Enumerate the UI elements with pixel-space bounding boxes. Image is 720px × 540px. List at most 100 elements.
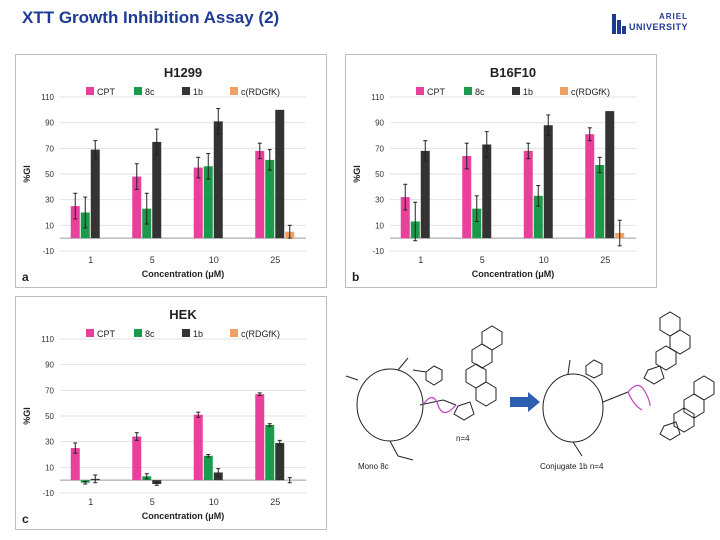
- university-logo: ARIEL UNIVERSITY: [612, 12, 692, 40]
- chart-panel-h1299: H1299 -10 10 30 50 70 90 110 %GI 1 5 10 25 Concentrat…: [15, 54, 327, 288]
- bar-1b-25: [275, 109, 285, 239]
- bar-cpt-5: [462, 156, 472, 239]
- bar-1b-5: [152, 480, 162, 485]
- y-tick-label: 90: [45, 119, 54, 128]
- n-value-label: n=4: [456, 434, 470, 443]
- x-tick-label: 25: [600, 255, 610, 265]
- chart-hek: HEK -10 10 30 50 70 90 110 %GI 1 5 10 25 Concentratio…: [22, 307, 306, 526]
- x-tick-label: 1: [88, 255, 93, 265]
- x-axis-label: Concentration (μM): [142, 511, 225, 521]
- y-tick-label: 30: [375, 196, 384, 205]
- bar-cpt-1: [70, 206, 80, 239]
- y-tick-label: -10: [42, 247, 54, 256]
- panel-letter: b: [352, 270, 359, 284]
- legend-swatch: [416, 87, 424, 95]
- bar-cpt-10: [193, 167, 203, 239]
- mono-8c-structure: [345, 325, 503, 461]
- x-tick-label: 25: [270, 497, 280, 507]
- legend-swatch: [464, 87, 472, 95]
- y-tick-label: 70: [375, 144, 384, 153]
- legend-swatch: [182, 329, 190, 337]
- legend-label: c(RDGfK): [241, 87, 280, 97]
- y-tick-label: 30: [45, 438, 54, 447]
- bar-cpt-1: [70, 448, 80, 481]
- y-tick-label: 50: [45, 170, 54, 179]
- legend-swatch: [230, 329, 238, 337]
- y-axis-label: %GI: [22, 165, 32, 183]
- bar-1b-25: [605, 111, 615, 239]
- bar-8c-5: [472, 208, 482, 239]
- x-tick-label: 1: [418, 255, 423, 265]
- chart-title: H1299: [164, 65, 202, 80]
- x-tick-label: 5: [150, 255, 155, 265]
- bar-1b-10: [213, 121, 223, 239]
- logo-mark-icon: [612, 14, 626, 34]
- chart-h1299: H1299 -10 10 30 50 70 90 110 %GI 1 5 10 25 Concentrat…: [22, 65, 306, 284]
- y-tick-label: 30: [45, 196, 54, 205]
- bar-1b-5: [152, 141, 162, 239]
- x-tick-label: 10: [539, 255, 549, 265]
- x-tick-label: 1: [88, 497, 93, 507]
- slide-title: XTT Growth Inhibition Assay (2): [22, 8, 280, 27]
- legend-swatch: [230, 87, 238, 95]
- legend-label: CPT: [427, 87, 446, 97]
- legend-label: 1b: [523, 87, 533, 97]
- chart-panel-hek: HEK -10 10 30 50 70 90 110 %GI 1 5 10 25 Concentratio…: [15, 296, 327, 530]
- legend-label: 1b: [193, 87, 203, 97]
- bar-cpt-10: [523, 150, 533, 239]
- x-tick-label: 5: [150, 497, 155, 507]
- bar-8c-10: [203, 166, 213, 239]
- chemical-scheme: Mono 8c n=4 Conjugate 1b n=4: [338, 310, 718, 480]
- bar-8c-10: [533, 195, 543, 239]
- y-tick-label: -10: [372, 247, 384, 256]
- legend-label: CPT: [97, 329, 116, 339]
- y-tick-label: 10: [45, 221, 54, 230]
- bar-1b-1: [420, 150, 430, 239]
- y-tick-label: 10: [45, 463, 54, 472]
- chart-b16f10: B16F10 -10 10 30 50 70 90 110 %GI 1 5 10 25 Concentra…: [352, 65, 636, 284]
- legend-swatch: [134, 329, 142, 337]
- x-tick-label: 10: [209, 497, 219, 507]
- y-tick-label: 50: [375, 170, 384, 179]
- chart-title: B16F10: [490, 65, 536, 80]
- legend-label: CPT: [97, 87, 116, 97]
- y-tick-label: -10: [42, 489, 54, 498]
- bar-8c-25: [265, 424, 275, 481]
- conjugate-1b-label: Conjugate 1b n=4: [540, 462, 604, 471]
- bar-8c-25: [265, 159, 275, 239]
- bar-1b-10: [543, 125, 553, 239]
- legend-swatch: [134, 87, 142, 95]
- logo-text-bottom: UNIVERSITY: [628, 22, 688, 32]
- legend-swatch: [512, 87, 520, 95]
- reaction-arrow-icon: [510, 392, 540, 412]
- mono-8c-label: Mono 8c: [358, 462, 389, 471]
- bar-1b-25: [275, 442, 285, 481]
- y-tick-label: 90: [45, 361, 54, 370]
- bar-1b-5: [482, 144, 492, 239]
- bar-8c-25: [595, 165, 605, 239]
- legend-swatch: [560, 87, 568, 95]
- panel-letter: a: [22, 270, 29, 284]
- x-tick-label: 10: [209, 255, 219, 265]
- bar-cpt-5: [132, 176, 142, 239]
- chart-panel-b16f10: B16F10 -10 10 30 50 70 90 110 %GI 1 5 10 25 Concentra…: [345, 54, 657, 288]
- bar-cpt-10: [193, 414, 203, 481]
- legend-label: 1b: [193, 329, 203, 339]
- y-tick-label: 50: [45, 412, 54, 421]
- x-tick-label: 5: [480, 255, 485, 265]
- legend-label: 8c: [145, 329, 155, 339]
- bar-cpt-25: [255, 394, 265, 481]
- x-tick-label: 25: [270, 255, 280, 265]
- panel-letter: c: [22, 512, 29, 526]
- chemical-structures-drawing: [345, 311, 715, 461]
- conjugate-1b-structure: [542, 311, 715, 457]
- bar-cpt-5: [132, 436, 142, 481]
- legend-label: 8c: [475, 87, 485, 97]
- y-tick-label: 110: [41, 93, 54, 102]
- y-tick-label: 10: [375, 221, 384, 230]
- logo-text-top: ARIEL: [659, 12, 688, 21]
- bar-cpt-25: [585, 134, 595, 239]
- y-tick-label: 70: [45, 144, 54, 153]
- y-tick-label: 70: [45, 386, 54, 395]
- y-axis-label: %GI: [22, 407, 32, 425]
